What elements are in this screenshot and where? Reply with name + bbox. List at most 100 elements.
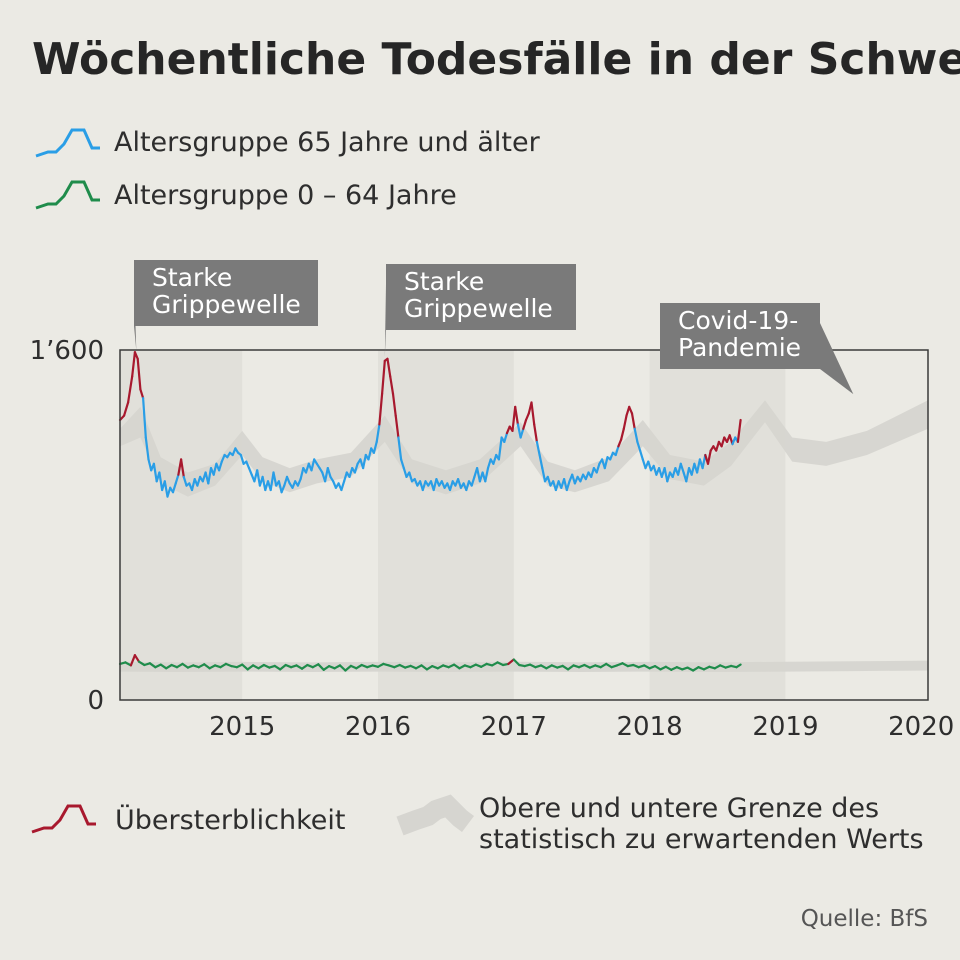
series-65plus-line-segment bbox=[218, 460, 223, 472]
series-65plus-line-segment bbox=[136, 357, 142, 391]
series-65plus-line-segment bbox=[122, 401, 130, 417]
series-65plus-line-segment bbox=[144, 436, 150, 461]
series-65plus-line-segment bbox=[353, 462, 359, 474]
series-65plus-line-segment bbox=[256, 469, 261, 487]
series-65plus-line-segment bbox=[375, 423, 381, 443]
series-65plus-line-segment bbox=[212, 462, 218, 476]
plot-frame bbox=[119, 349, 929, 701]
series-65plus-line-segment bbox=[432, 478, 438, 492]
legend-65plus: Altersgruppe 65 Jahre und älter bbox=[35, 127, 541, 158]
series-65plus-line-segment bbox=[519, 427, 525, 439]
series-0-64-line bbox=[118, 654, 742, 672]
legend-0-64-label: Altersgruppe 0 – 64 Jahre bbox=[114, 180, 457, 211]
series-65plus-line-segment bbox=[541, 467, 547, 483]
series-0-64-line-segment bbox=[246, 664, 255, 671]
series-65plus-line-segment bbox=[530, 401, 536, 426]
series-65plus-line-segment bbox=[514, 405, 520, 426]
series-65plus-line-segment bbox=[647, 460, 653, 472]
series-65plus-line-segment bbox=[152, 462, 158, 483]
series-0-64-line-segment bbox=[241, 663, 249, 671]
legend-65plus-icon bbox=[35, 128, 100, 158]
chart-title: Wöchentliche Todesfälle in der Schweiz bbox=[32, 34, 960, 85]
legend-0-64-icon bbox=[35, 180, 100, 210]
series-65plus-line-segment bbox=[272, 471, 278, 487]
series-65plus-line-segment bbox=[326, 467, 332, 478]
series-65plus-line-segment bbox=[720, 436, 726, 448]
series-65plus-line-segment bbox=[397, 436, 403, 461]
shaded-period-0 bbox=[120, 350, 243, 700]
series-0-64-line-segment bbox=[129, 654, 136, 667]
series-65plus-line-segment bbox=[239, 453, 245, 465]
series-65plus-line-segment bbox=[127, 375, 134, 404]
series-65plus-line-segment bbox=[285, 475, 291, 485]
plot-area bbox=[118, 349, 929, 701]
series-65plus-line-segment bbox=[457, 478, 462, 489]
series-65plus-line-segment bbox=[448, 480, 454, 492]
annotation-callout-2: Covid-19-Pandemie bbox=[660, 303, 854, 395]
series-65plus-line-segment bbox=[343, 471, 348, 483]
annotation-text: Starke bbox=[152, 263, 232, 292]
x-tick-label: 2019 bbox=[752, 712, 818, 742]
series-65plus-line-segment bbox=[386, 357, 392, 378]
legend-excess-icon bbox=[31, 804, 96, 834]
series-65plus-line-segment bbox=[492, 453, 498, 465]
legend-band-icon bbox=[396, 794, 474, 836]
annotation-pointer bbox=[820, 323, 854, 395]
y-tick-label: 0 bbox=[87, 686, 104, 716]
series-0-64-line-segment bbox=[148, 662, 157, 669]
series-65plus-line-segment bbox=[533, 423, 539, 443]
shaded-period-1 bbox=[378, 350, 514, 700]
y-tick-label: 1’600 bbox=[30, 336, 104, 366]
series-65plus-line-segment bbox=[679, 462, 685, 474]
series-0-64-line-segment bbox=[338, 664, 347, 672]
series-lines bbox=[118, 351, 742, 672]
series-65plus-line-segment bbox=[310, 458, 316, 472]
series-0-64-line-segment bbox=[203, 663, 211, 670]
series-65plus-line-segment bbox=[619, 427, 625, 441]
series-0-64-line-segment bbox=[507, 658, 515, 666]
series-65plus-line-segment bbox=[609, 451, 615, 461]
seasonal-shading bbox=[120, 350, 786, 700]
series-65plus-line-segment bbox=[299, 467, 305, 481]
annotation-text: Starke bbox=[404, 267, 484, 296]
series-65plus-line-segment bbox=[402, 467, 408, 478]
x-tick-label: 2016 bbox=[345, 712, 411, 742]
legend-excess-label: Übersterblichkeit bbox=[115, 804, 345, 836]
series-65plus-line-segment bbox=[394, 414, 400, 439]
series-65plus-line-segment bbox=[340, 480, 346, 492]
series-65plus-line-segment bbox=[497, 436, 503, 461]
series-65plus-line-segment bbox=[391, 392, 397, 417]
series-65plus-line-segment bbox=[147, 458, 153, 472]
series-0-64-line-segment bbox=[735, 663, 742, 669]
series-65plus-line-segment bbox=[638, 449, 644, 461]
series-65plus-line-segment bbox=[196, 475, 202, 487]
series-0-64-line-segment bbox=[279, 663, 287, 671]
series-0-64-line-segment bbox=[159, 663, 168, 670]
series-65plus-line-segment bbox=[372, 440, 378, 454]
series-65plus-line-segment bbox=[666, 471, 672, 483]
series-65plus-line-segment bbox=[362, 453, 367, 470]
series-65plus-line-segment bbox=[524, 412, 530, 422]
series-65plus-line-segment bbox=[628, 405, 634, 415]
series-0-64-line-segment bbox=[420, 664, 428, 671]
legend-0-64: Altersgruppe 0 – 64 Jahre bbox=[35, 180, 457, 211]
series-65plus-line-segment bbox=[296, 478, 302, 487]
y-axis-ticks: 1’600 0 bbox=[30, 336, 104, 716]
series-65plus-line-segment bbox=[190, 478, 196, 492]
series-65plus-line-segment bbox=[633, 427, 639, 443]
series-65plus-line-segment bbox=[158, 471, 164, 492]
annotation-box bbox=[660, 303, 820, 369]
x-axis-ticks: 2015 2016 2017 2018 2019 2020 bbox=[209, 712, 954, 742]
annotation-text: Covid-19- bbox=[678, 306, 798, 335]
series-65plus-line-segment bbox=[595, 462, 601, 474]
legend-band: Obere und untere Grenze des statistisch … bbox=[396, 793, 924, 855]
series-65plus-line-segment bbox=[538, 453, 544, 470]
series-65plus-line-segment bbox=[367, 447, 373, 461]
series-65plus-line-segment bbox=[408, 471, 414, 483]
x-tick-label: 2020 bbox=[888, 712, 954, 742]
series-65plus-line-segment bbox=[142, 397, 147, 439]
series-65plus-line-segment bbox=[617, 438, 623, 448]
